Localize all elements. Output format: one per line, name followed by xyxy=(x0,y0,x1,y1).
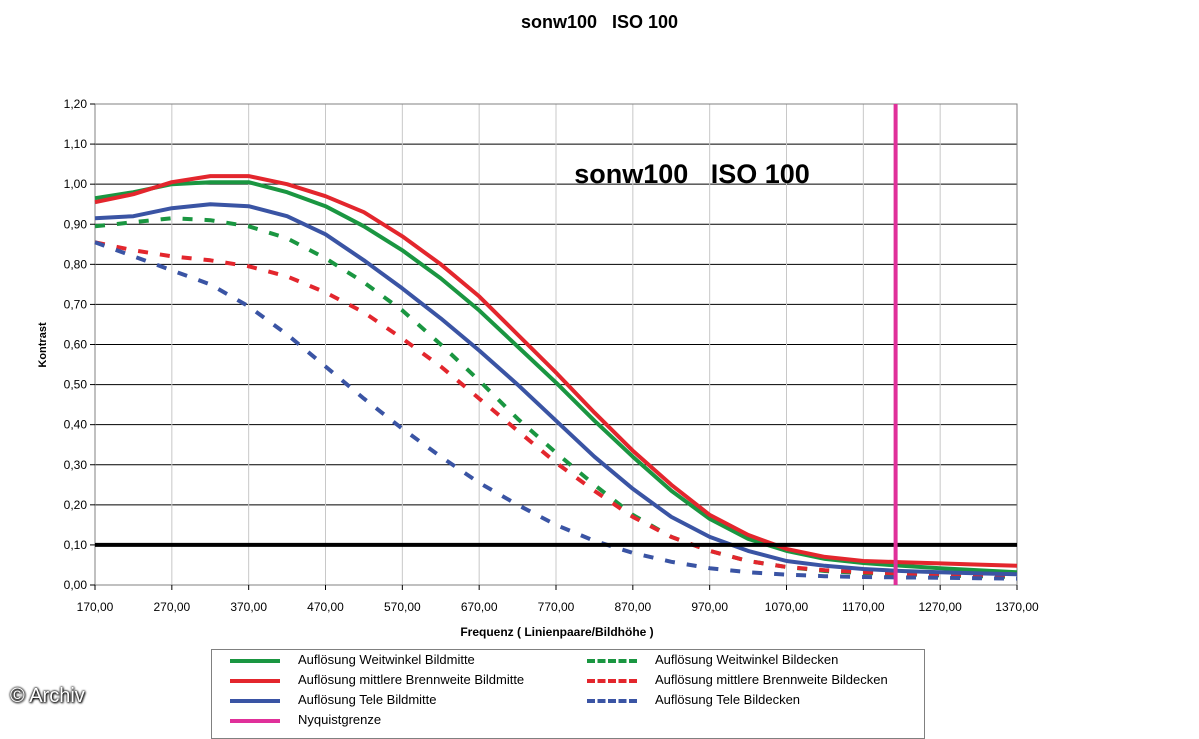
y-tick-label: 1,10 xyxy=(64,137,88,151)
series-line-aufl-sung-tele-bildmitte xyxy=(94,202,1018,577)
x-tick-label: 1170,00 xyxy=(842,600,885,614)
y-axis-title: Kontrast xyxy=(37,322,49,368)
x-tick-label: 370,00 xyxy=(230,600,267,614)
archive-watermark: © Archiv xyxy=(10,685,85,707)
x-tick-label: 1370,00 xyxy=(995,600,1039,614)
y-tick-label: 0,10 xyxy=(64,538,88,552)
legend-swatch xyxy=(230,679,280,683)
x-tick-label: 770,00 xyxy=(538,600,575,614)
x-tick-label: 670,00 xyxy=(461,600,498,614)
inner-chart-title: sonw100 ISO 100 xyxy=(574,159,810,189)
mtf-line-chart: 0,00 0,10 0,20 0,30 0,40 0,50 0,60 0,70 0,80 0,90… xyxy=(37,97,1039,639)
legend-swatch xyxy=(230,699,280,703)
x-tick-label: 1070,00 xyxy=(765,600,809,614)
legend-label: Auflösung Tele Bildecken xyxy=(655,692,801,707)
chart-legend: Auflösung Weitwinkel Bildmitte Auflösung … xyxy=(211,649,925,739)
legend-label: Auflösung Weitwinkel Bildmitte xyxy=(298,652,475,667)
x-tick-label: 970,00 xyxy=(691,600,728,614)
y-tick-label: 0,40 xyxy=(64,418,88,432)
x-tick-label: 470,00 xyxy=(307,600,344,614)
series-line-aufl-sung-tele-bildecken xyxy=(94,240,1018,581)
legend-swatch xyxy=(587,659,637,663)
reference-layer xyxy=(95,104,1017,585)
y-tick-label: 0,20 xyxy=(64,498,88,512)
x-axis-title: Frequenz ( Linienpaare/Bildhöhe ) xyxy=(460,625,653,639)
legend-label: Auflösung mittlere Brennweite Bildecken xyxy=(655,672,888,687)
y-tick-label: 0,50 xyxy=(64,378,88,392)
axis-layer: 0,00 0,10 0,20 0,30 0,40 0,50 0,60 0,70 0,80 0,90… xyxy=(64,97,1039,614)
y-tick-label: 1,20 xyxy=(64,97,88,111)
y-tick-label: 0,60 xyxy=(64,338,88,352)
legend-label: Auflösung Weitwinkel Bildecken xyxy=(655,652,839,667)
y-tick-label: 0,80 xyxy=(64,257,88,271)
x-tick-label: 270,00 xyxy=(153,600,190,614)
x-tick-label: 1270,00 xyxy=(918,600,962,614)
x-tick-label: 870,00 xyxy=(614,600,651,614)
x-tick-label: 170,00 xyxy=(77,600,114,614)
x-tick-label: 570,00 xyxy=(384,600,421,614)
y-tick-label: 0,00 xyxy=(64,578,88,592)
series-layer xyxy=(94,174,1018,581)
legend-label: Auflösung mittlere Brennweite Bildmitte xyxy=(298,672,525,687)
y-tick-label: 0,30 xyxy=(64,458,88,472)
series-line-aufl-sung-mittlere-brennweite-bildecken xyxy=(94,240,1018,578)
y-tick-label: 1,00 xyxy=(64,177,88,191)
legend-label: Auflösung Tele Bildmitte xyxy=(298,692,437,707)
y-tick-label: 0,70 xyxy=(64,297,88,311)
legend-swatch xyxy=(230,659,280,663)
chart-title: sonw100 ISO 100 xyxy=(520,12,679,32)
legend-swatch xyxy=(587,699,637,703)
series-line-aufl-sung-mittlere-brennweite-bildmitte xyxy=(94,174,1018,568)
y-tick-label: 0,90 xyxy=(64,217,88,231)
legend-swatch xyxy=(587,679,637,683)
